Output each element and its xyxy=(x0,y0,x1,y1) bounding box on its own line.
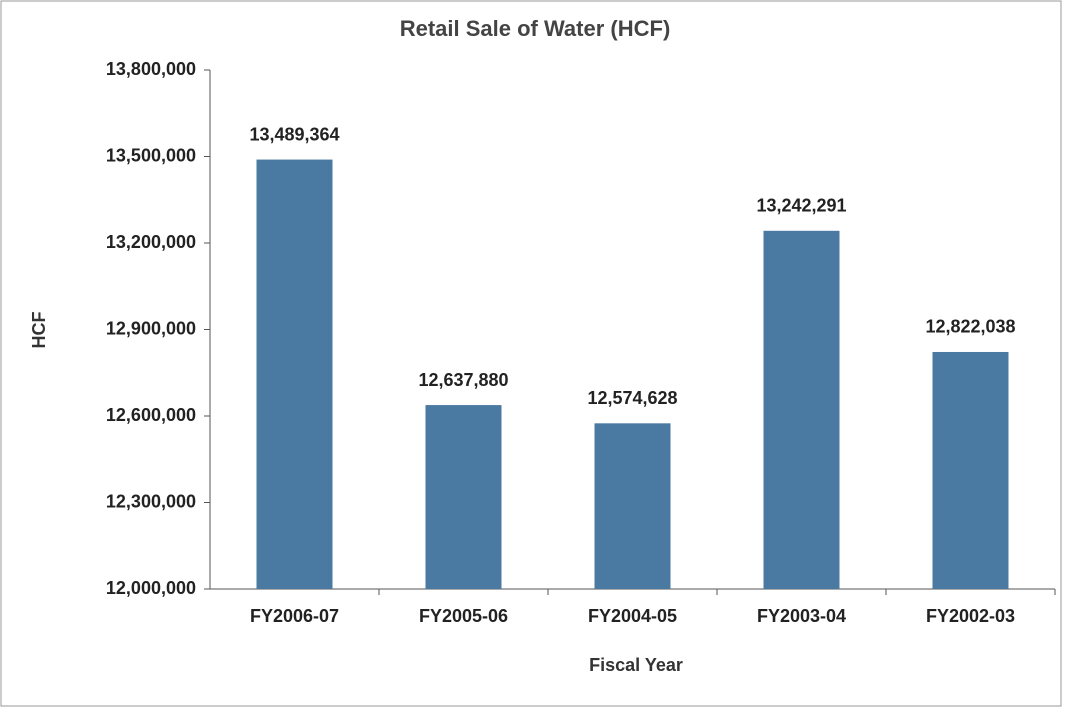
x-tick-label: FY2004-05 xyxy=(588,606,677,626)
bar xyxy=(932,351,1009,589)
value-label: 12,822,038 xyxy=(925,317,1015,337)
value-label: 13,242,291 xyxy=(756,196,846,216)
x-tick-label: FY2006-07 xyxy=(250,606,339,626)
y-tick-label: 13,800,000 xyxy=(106,59,196,79)
y-tick-label: 13,200,000 xyxy=(106,232,196,252)
x-tick-label: FY2003-04 xyxy=(757,606,846,626)
x-tick-label: FY2005-06 xyxy=(419,606,508,626)
y-tick-label: 12,300,000 xyxy=(106,491,196,511)
bar xyxy=(256,159,333,589)
value-label: 12,637,880 xyxy=(418,370,508,390)
y-axis-label: HCF xyxy=(29,312,49,349)
bar xyxy=(594,423,671,589)
y-tick-label: 12,000,000 xyxy=(106,578,196,598)
value-label: 13,489,364 xyxy=(249,124,339,144)
x-axis-label: Fiscal Year xyxy=(589,655,683,675)
y-tick-label: 12,600,000 xyxy=(106,405,196,425)
x-tick-label: FY2002-03 xyxy=(926,606,1015,626)
chart-title: Retail Sale of Water (HCF) xyxy=(400,16,671,41)
bar xyxy=(763,230,840,589)
y-tick-label: 12,900,000 xyxy=(106,318,196,338)
bar xyxy=(425,405,502,589)
y-tick-label: 13,500,000 xyxy=(106,145,196,165)
value-label: 12,574,628 xyxy=(587,388,677,408)
